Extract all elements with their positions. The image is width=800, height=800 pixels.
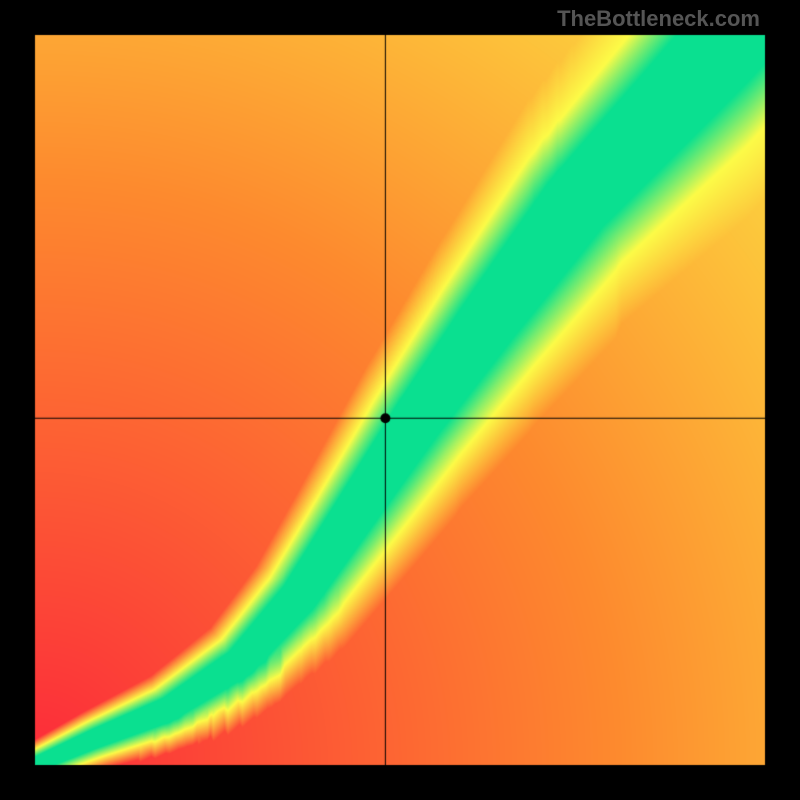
attribution-label: TheBottleneck.com — [557, 6, 760, 32]
bottleneck-heatmap — [0, 0, 800, 800]
